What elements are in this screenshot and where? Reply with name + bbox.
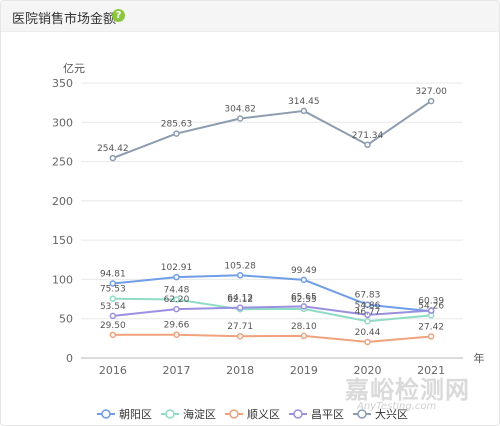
data-label: 60.39 (418, 297, 444, 307)
x-tick-label: 2018 (226, 364, 254, 377)
data-label: 62.20 (164, 295, 190, 305)
x-tick-label: 2021 (417, 364, 445, 377)
data-label: 20.44 (355, 328, 381, 338)
data-point (364, 311, 371, 319)
y-tick-label: 50 (59, 313, 73, 326)
y-axis-unit: 亿元 (63, 62, 85, 75)
data-label: 27.42 (418, 322, 444, 332)
data-point (427, 333, 435, 340)
data-point (109, 295, 117, 302)
data-point (109, 312, 117, 320)
data-label: 29.50 (100, 321, 126, 331)
legend-label: 海淀区 (183, 407, 216, 421)
data-point (300, 107, 308, 115)
data-label: 54.86 (355, 301, 381, 311)
series-line (112, 274, 432, 313)
data-point (300, 332, 308, 340)
y-tick-label: 100 (52, 273, 73, 286)
data-point (109, 280, 117, 287)
legend-marker (101, 409, 111, 419)
y-tick-label: 150 (52, 234, 73, 247)
data-label: 105.28 (224, 261, 256, 271)
watermark-text: 嘉峪检测网 (345, 376, 470, 404)
x-tick-label: 2019 (290, 364, 318, 377)
legend-label: 昌平区 (311, 408, 344, 421)
series-line (112, 100, 432, 160)
data-point (236, 272, 244, 279)
data-label: 46.77 (355, 307, 381, 317)
data-label: 27.71 (227, 322, 253, 332)
x-tick-label: 2020 (354, 364, 382, 377)
x-tick-label: 2016 (99, 364, 127, 377)
data-label: 285.63 (161, 120, 193, 130)
data-point (300, 303, 308, 310)
data-point (173, 296, 180, 303)
data-label: 254.42 (97, 144, 129, 154)
legend-label: 大兴区 (375, 407, 408, 421)
data-label: 62.12 (227, 295, 253, 305)
data-point (364, 301, 371, 308)
data-label: 54.26 (418, 301, 444, 311)
y-tick-label: 0 (66, 352, 73, 365)
data-point (300, 276, 308, 284)
data-label: 102.91 (161, 263, 193, 273)
legend-marker (229, 409, 239, 419)
data-label: 53.54 (100, 302, 126, 312)
data-point (236, 115, 244, 122)
data-label: 304.82 (224, 104, 256, 114)
x-axis-unit: 年 (474, 351, 485, 365)
data-label: 271.34 (352, 131, 384, 141)
y-tick-label: 250 (52, 156, 73, 169)
data-label: 28.10 (291, 322, 317, 332)
watermark-url: AnyTesting.com (357, 401, 437, 412)
data-point (427, 97, 435, 105)
data-point (364, 141, 371, 149)
data-point (236, 304, 244, 311)
data-label: 64.12 (227, 294, 253, 304)
series-line (112, 333, 432, 343)
data-label: 62.55 (291, 295, 317, 305)
legend-marker (165, 409, 175, 419)
y-tick-label: 200 (52, 195, 73, 208)
series-line (112, 305, 432, 317)
panel-title: 医院销售市场金额 (12, 12, 117, 27)
question-circle-icon[interactable]: ? (112, 9, 125, 22)
data-label: 75.53 (100, 285, 126, 295)
data-label: 94.81 (100, 270, 126, 280)
data-label: 67.83 (355, 291, 381, 301)
data-point (427, 307, 435, 314)
data-label: 314.45 (288, 97, 320, 107)
data-point (173, 273, 180, 281)
data-label: 99.49 (291, 266, 317, 276)
data-point (364, 338, 371, 346)
y-tick-label: 350 (52, 77, 73, 90)
panel-header: 医院销售市场金额 ? (1, 1, 499, 32)
legend-marker (357, 409, 367, 419)
data-point (109, 154, 117, 162)
x-tick-label: 2017 (163, 364, 191, 377)
legend-marker (293, 409, 303, 419)
data-point (109, 331, 117, 339)
data-point (236, 332, 244, 340)
data-label: 65.65 (291, 292, 317, 302)
data-point (173, 331, 180, 338)
series-line (112, 297, 432, 323)
data-label: 327.00 (415, 87, 447, 97)
data-label: 29.66 (164, 321, 190, 331)
data-point (173, 130, 180, 137)
legend-label: 朝阳区 (119, 408, 152, 421)
data-label: 74.48 (164, 285, 190, 295)
legend-label: 顺义区 (247, 408, 280, 421)
y-tick-label: 300 (52, 116, 73, 129)
data-point (173, 305, 180, 313)
data-point (364, 318, 371, 325)
